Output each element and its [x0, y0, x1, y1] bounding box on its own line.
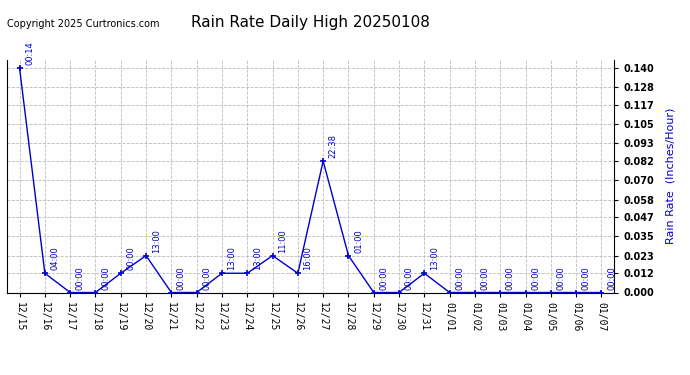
Text: 00:00: 00:00 [177, 266, 186, 290]
Text: 00:14: 00:14 [25, 42, 34, 65]
Text: 22:38: 22:38 [328, 134, 337, 158]
Text: 00:00: 00:00 [607, 266, 616, 290]
Text: 00:00: 00:00 [126, 247, 135, 270]
Y-axis label: Rain Rate  (Inches/Hour): Rain Rate (Inches/Hour) [665, 108, 675, 244]
Text: 04:00: 04:00 [50, 247, 59, 270]
Text: 01:00: 01:00 [354, 229, 363, 253]
Text: 00:00: 00:00 [480, 266, 489, 290]
Text: 00:00: 00:00 [531, 266, 540, 290]
Text: 00:00: 00:00 [404, 266, 413, 290]
Text: 16:00: 16:00 [304, 247, 313, 270]
Text: 00:00: 00:00 [582, 266, 591, 290]
Text: 13:00: 13:00 [253, 247, 262, 270]
Text: 00:00: 00:00 [556, 266, 565, 290]
Text: 00:00: 00:00 [455, 266, 464, 290]
Text: 13:00: 13:00 [152, 229, 161, 253]
Text: 00:00: 00:00 [76, 266, 85, 290]
Text: Rain Rate Daily High 20250108: Rain Rate Daily High 20250108 [191, 15, 430, 30]
Text: 00:00: 00:00 [202, 266, 211, 290]
Text: 00:00: 00:00 [101, 266, 110, 290]
Text: 00:00: 00:00 [380, 266, 388, 290]
Text: 00:00: 00:00 [506, 266, 515, 290]
Text: Copyright 2025 Curtronics.com: Copyright 2025 Curtronics.com [7, 19, 159, 29]
Text: 13:00: 13:00 [430, 247, 439, 270]
Text: 11:00: 11:00 [278, 229, 287, 253]
Text: 13:00: 13:00 [228, 247, 237, 270]
